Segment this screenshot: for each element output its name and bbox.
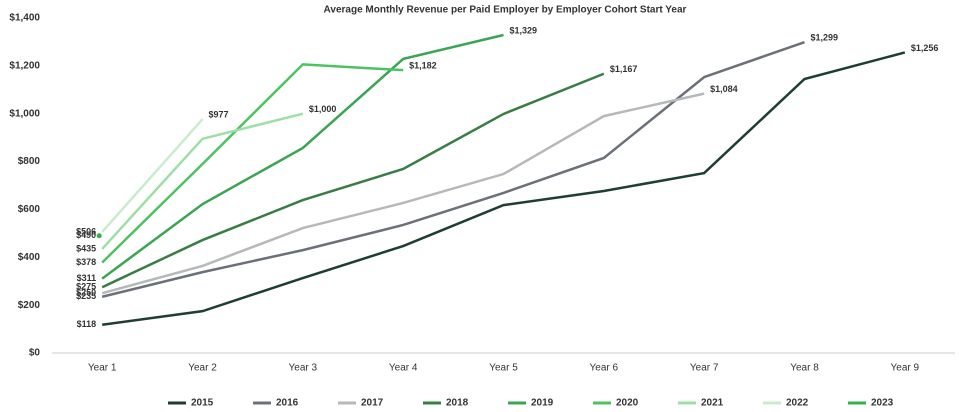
data-label: $250	[76, 288, 96, 298]
data-label: $1,256	[911, 43, 939, 53]
legend-label: 2016	[276, 398, 299, 409]
series-line	[101, 112, 304, 250]
data-label: $235	[76, 291, 96, 301]
data-label: $1,167	[610, 64, 638, 74]
legend-label: 2022	[786, 398, 809, 409]
legend-label: 2021	[701, 398, 724, 409]
series-line	[101, 92, 705, 295]
x-tick-label: Year 4	[389, 363, 418, 374]
y-tick-label: $1,400	[9, 13, 40, 24]
y-tick-label: $800	[18, 156, 41, 167]
legend-label: 2019	[531, 398, 554, 409]
data-label: $311	[77, 273, 97, 283]
series-line	[101, 63, 404, 264]
series-point	[96, 233, 102, 239]
legend-label: 2018	[446, 398, 469, 409]
y-tick-label: $1,200	[9, 60, 40, 71]
y-tick-label: $600	[18, 204, 41, 215]
data-label: $1,299	[811, 33, 839, 43]
data-label: $435	[76, 243, 96, 253]
x-tick-label: Year 6	[590, 363, 619, 374]
y-tick-label: $0	[29, 348, 41, 359]
data-label: $1,329	[510, 25, 538, 35]
x-tick-label: Year 7	[690, 363, 719, 374]
series-line	[101, 51, 906, 327]
x-tick-label: Year 5	[489, 363, 518, 374]
chart-title: Average Monthly Revenue per Paid Employe…	[324, 5, 687, 16]
x-tick-label: Year 9	[891, 363, 920, 374]
series-line	[101, 33, 504, 280]
data-label: $275	[76, 282, 96, 292]
legend-label: 2023	[871, 398, 894, 409]
series-line	[101, 72, 605, 289]
series-line	[101, 118, 204, 233]
y-tick-label: $400	[18, 252, 41, 263]
x-tick-label: Year 3	[289, 363, 318, 374]
data-label: $506	[76, 226, 96, 236]
x-tick-label: Year 1	[88, 363, 117, 374]
legend-label: 2015	[191, 398, 214, 409]
x-tick-label: Year 2	[188, 363, 217, 374]
data-label: $118	[77, 319, 97, 329]
y-tick-label: $1,000	[9, 108, 40, 119]
data-label: $1,084	[710, 84, 738, 94]
y-tick-label: $200	[18, 300, 41, 311]
data-label: $1,182	[409, 61, 437, 71]
legend-label: 2017	[361, 398, 384, 409]
data-label: $378	[76, 257, 96, 267]
legend-label: 2020	[616, 398, 639, 409]
x-tick-label: Year 8	[790, 363, 819, 374]
series-line	[101, 40, 805, 298]
data-label: $977	[209, 110, 229, 120]
data-label: $1,000	[309, 104, 337, 114]
data-label: $490	[76, 230, 96, 240]
